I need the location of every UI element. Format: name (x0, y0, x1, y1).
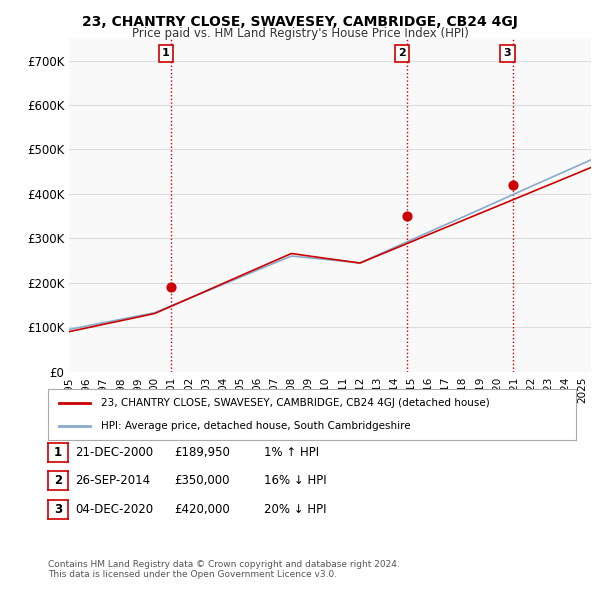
Text: 21-DEC-2000: 21-DEC-2000 (75, 446, 153, 459)
Text: £350,000: £350,000 (174, 474, 229, 487)
Text: 3: 3 (54, 503, 62, 516)
Text: £189,950: £189,950 (174, 446, 230, 459)
Text: HPI: Average price, detached house, South Cambridgeshire: HPI: Average price, detached house, Sout… (101, 421, 410, 431)
Point (508, 181, 517, 190)
Point (402, 211, 412, 221)
Text: 2: 2 (54, 474, 62, 487)
Text: 1: 1 (162, 48, 170, 58)
Text: 26-SEP-2014: 26-SEP-2014 (75, 474, 150, 487)
Text: 1: 1 (54, 446, 62, 459)
Text: 16% ↓ HPI: 16% ↓ HPI (264, 474, 326, 487)
Text: 3: 3 (503, 48, 511, 58)
Text: 23, CHANTRY CLOSE, SWAVESEY, CAMBRIDGE, CB24 4GJ (detached house): 23, CHANTRY CLOSE, SWAVESEY, CAMBRIDGE, … (101, 398, 490, 408)
Point (166, 283, 176, 292)
Text: Contains HM Land Registry data © Crown copyright and database right 2024.
This d: Contains HM Land Registry data © Crown c… (48, 560, 400, 579)
Text: 23, CHANTRY CLOSE, SWAVESEY, CAMBRIDGE, CB24 4GJ: 23, CHANTRY CLOSE, SWAVESEY, CAMBRIDGE, … (82, 15, 518, 29)
Text: £420,000: £420,000 (174, 503, 230, 516)
Text: 2: 2 (398, 48, 406, 58)
Text: 1% ↑ HPI: 1% ↑ HPI (264, 446, 319, 459)
Text: 04-DEC-2020: 04-DEC-2020 (75, 503, 153, 516)
Text: 20% ↓ HPI: 20% ↓ HPI (264, 503, 326, 516)
Text: Price paid vs. HM Land Registry's House Price Index (HPI): Price paid vs. HM Land Registry's House … (131, 27, 469, 40)
